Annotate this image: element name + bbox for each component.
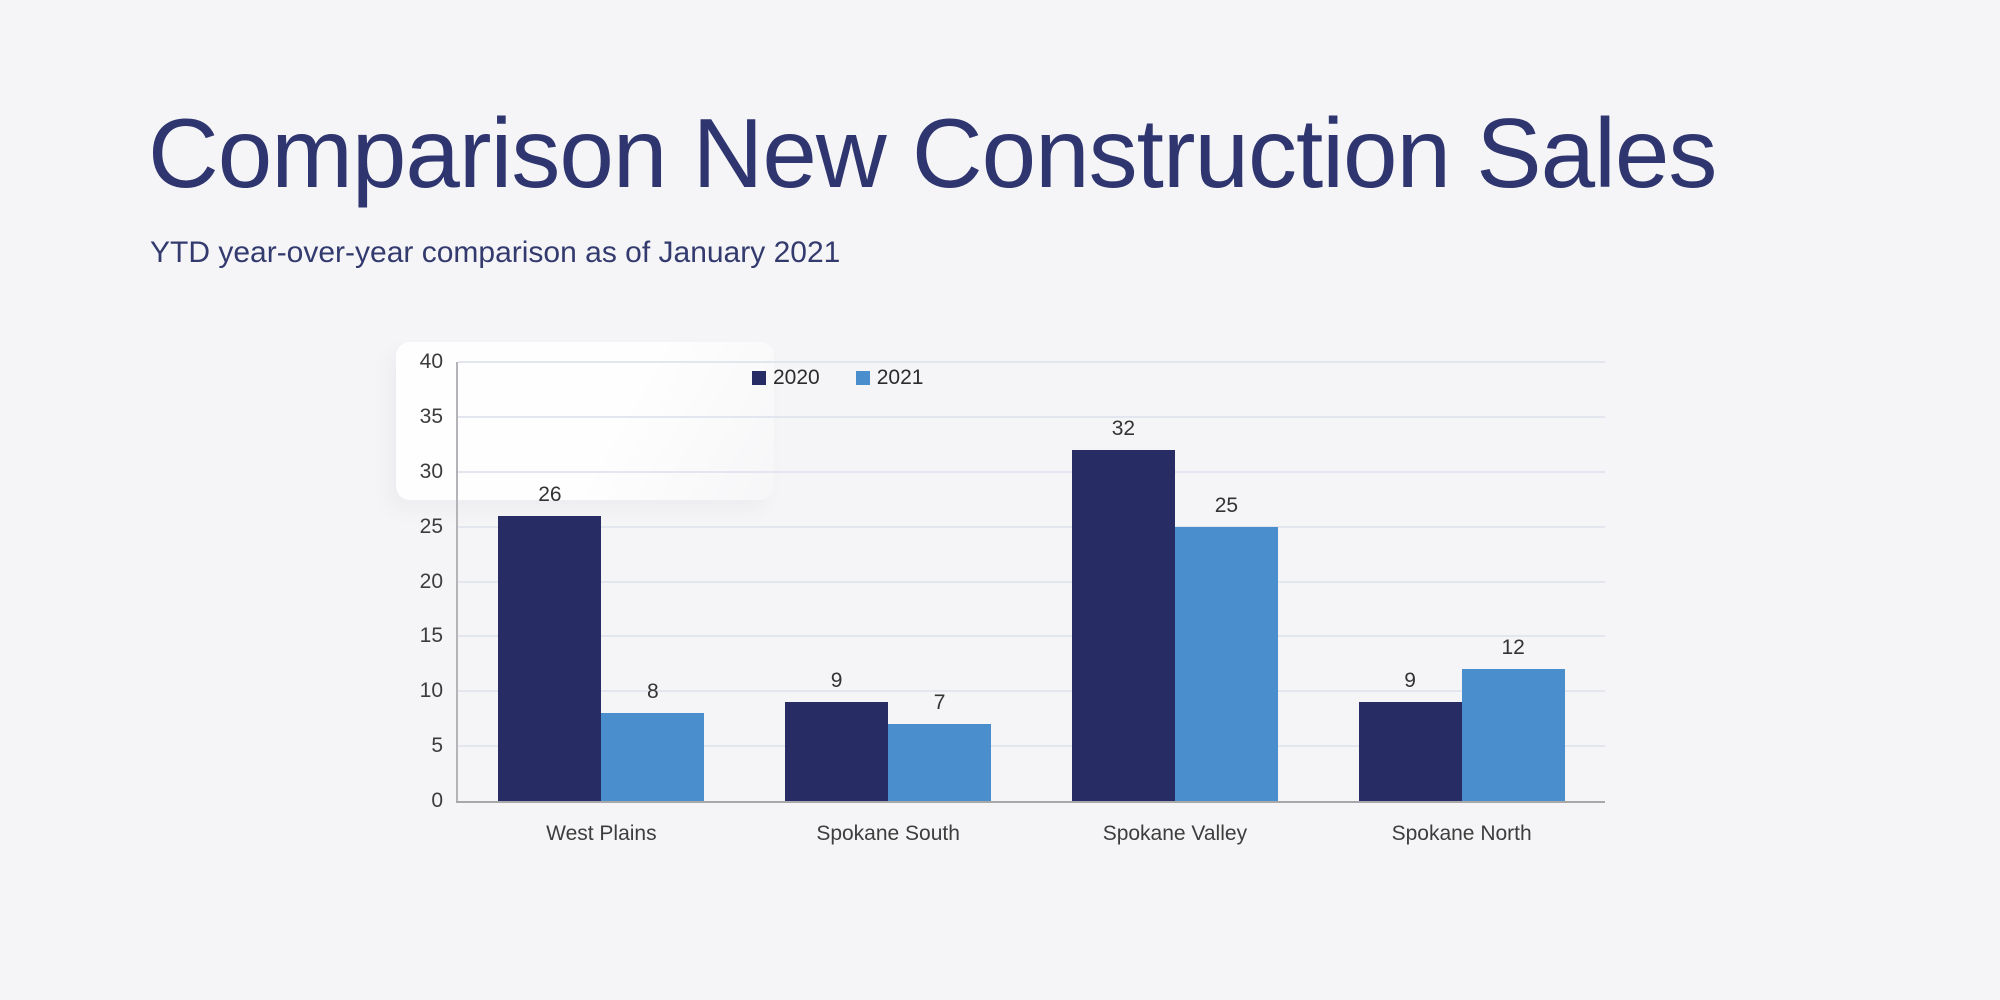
y-axis-tick-label: 30 xyxy=(419,459,443,483)
bar-value-label: 9 xyxy=(830,669,843,693)
legend-item-2021: 2021 xyxy=(855,366,924,390)
bar-value-label: 26 xyxy=(538,482,562,506)
legend-item-2020: 2020 xyxy=(752,366,820,390)
y-axis-tick-label: 25 xyxy=(419,514,443,538)
gridline-5 xyxy=(458,745,1605,748)
bar-2021-spokane-north xyxy=(1461,669,1565,801)
gridline-35 xyxy=(458,415,1605,418)
category-label: Spokane South xyxy=(816,822,960,845)
gridline-25 xyxy=(458,525,1605,528)
y-axis-tick-label: 0 xyxy=(431,789,443,812)
bar-2020-west-plains xyxy=(498,515,602,801)
legend-label: 2020 xyxy=(773,366,820,389)
y-axis-line xyxy=(456,362,458,801)
bar-2020-spokane-south xyxy=(785,702,889,801)
highlight-card xyxy=(396,342,774,500)
bar-2020-spokane-valley xyxy=(1071,449,1175,801)
bar-2021-west-plains xyxy=(601,713,705,801)
bar-2021-spokane-valley xyxy=(1174,526,1278,801)
bar-value-label: 12 xyxy=(1501,636,1525,660)
bar-value-label: 7 xyxy=(933,691,946,715)
gridline-20 xyxy=(458,580,1605,583)
gridline-40 xyxy=(458,361,1605,363)
gridline-30 xyxy=(458,470,1605,473)
bar-value-label: 9 xyxy=(1404,669,1416,693)
bar-2021-spokane-south xyxy=(888,724,992,801)
y-axis-tick-label: 35 xyxy=(419,404,443,428)
legend-label: 2021 xyxy=(876,366,924,389)
gridline-10 xyxy=(458,690,1605,693)
x-axis-line xyxy=(456,801,1605,803)
slide-title: Comparison New Construction Sales xyxy=(148,98,1717,208)
legend-swatch-2021 xyxy=(855,371,870,385)
y-axis-tick-label: 5 xyxy=(431,734,443,758)
gridline-15 xyxy=(458,635,1605,638)
bar-value-label: 8 xyxy=(647,680,659,704)
bar-value-label: 32 xyxy=(1111,416,1136,440)
y-axis-tick-label: 40 xyxy=(419,350,443,373)
legend-swatch-2020 xyxy=(752,371,766,385)
y-axis-tick-label: 15 xyxy=(419,624,443,648)
y-axis-tick-label: 20 xyxy=(419,569,443,593)
slide-subtitle: YTD year-over-year comparison as of Janu… xyxy=(150,236,841,269)
y-axis-tick-label: 10 xyxy=(419,679,443,703)
category-label: Spokane Valley xyxy=(1102,822,1248,845)
bar-value-label: 25 xyxy=(1214,493,1239,517)
chart-legend: 2020 2021 xyxy=(752,366,923,390)
category-label: Spokane North xyxy=(1391,822,1532,845)
bar-2020-spokane-north xyxy=(1358,702,1462,801)
category-label: West Plains xyxy=(546,822,657,845)
